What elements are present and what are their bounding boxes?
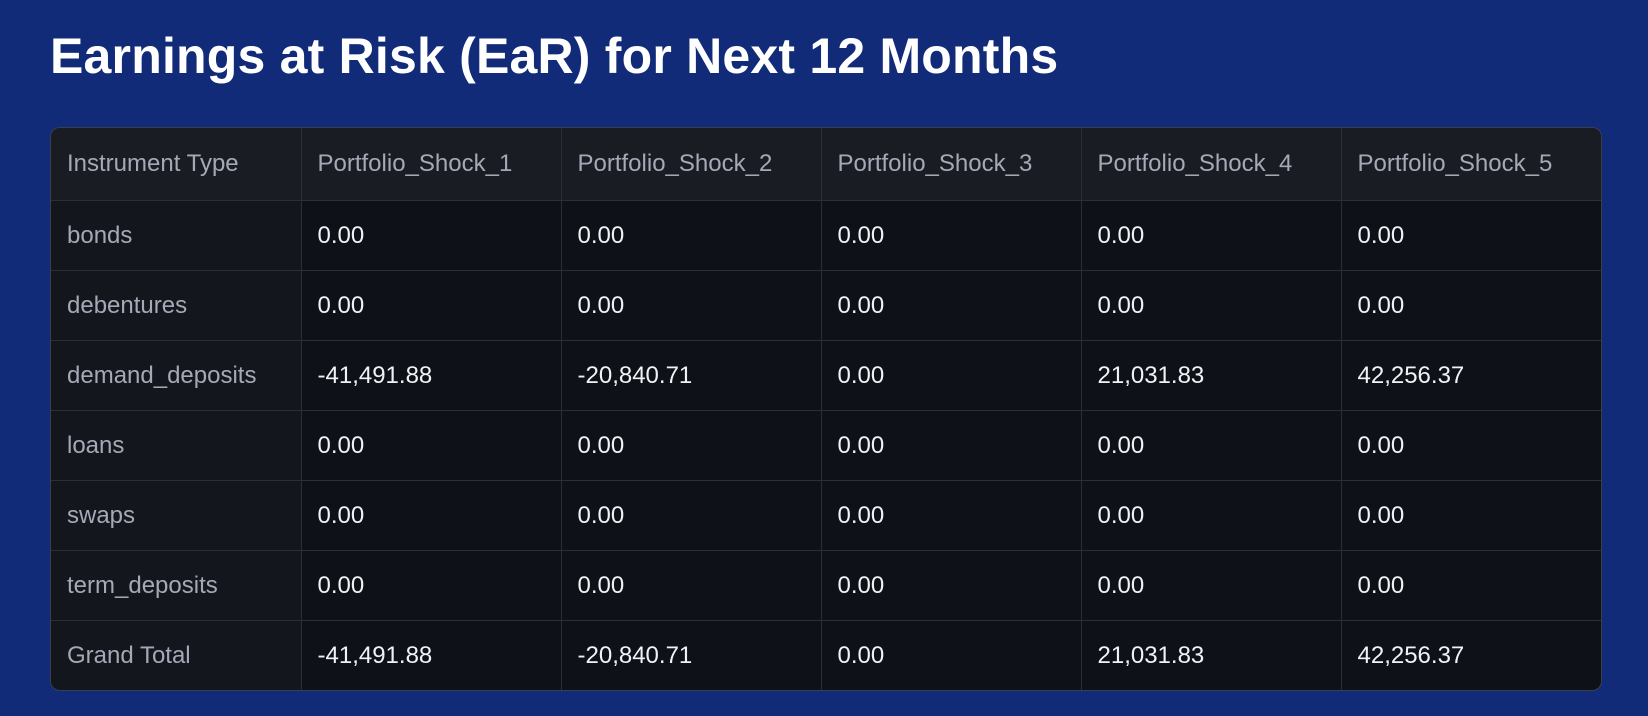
table-cell: 0.00 — [1341, 410, 1601, 481]
table-cell: 0.00 — [821, 410, 1082, 481]
table-cell: 0.00 — [1081, 410, 1342, 481]
table-cell: 0.00 — [1081, 270, 1342, 341]
table-row: swaps 0.00 0.00 0.00 0.00 0.00 — [51, 480, 1601, 551]
table-cell: -41,491.88 — [301, 620, 562, 690]
table-cell: 21,031.83 — [1081, 340, 1342, 411]
row-label: term_deposits — [51, 550, 302, 621]
table-cell: 42,256.37 — [1357, 641, 1465, 669]
table-cell: 0.00 — [301, 410, 562, 481]
table-cell: 0.00 — [1081, 200, 1342, 271]
table-cell: 0.00 — [301, 200, 562, 271]
table-cell: 0.00 — [821, 340, 1082, 411]
ear-table: Instrument Type Portfolio_Shock_1 Portfo… — [51, 128, 1601, 690]
table-cell: -41,491.88 — [301, 340, 562, 411]
row-label: demand_deposits — [51, 340, 302, 411]
table-cell: 0.00 — [561, 200, 822, 271]
grand-total-row: Grand Total -41,491.88 -20,840.71 0.00 2… — [51, 620, 1601, 690]
table-cell: 0.00 — [1341, 480, 1601, 551]
table-row: term_deposits 0.00 0.00 0.00 0.00 0.00 — [51, 550, 1601, 621]
table-cell: 42,256.37 — [1341, 340, 1601, 411]
row-label: Grand Total — [51, 620, 302, 690]
column-header-portfolio-shock-5[interactable]: Portfolio_Shock_5 — [1341, 128, 1601, 201]
table-cell: -20,840.71 — [561, 620, 822, 690]
table-cell: 0.00 — [301, 550, 562, 621]
column-header-portfolio-shock-2[interactable]: Portfolio_Shock_2 — [561, 128, 822, 201]
table-cell: 0.00 — [561, 270, 822, 341]
table-cell: 0.00 — [821, 200, 1082, 271]
table-cell: 0.00 — [821, 270, 1082, 341]
table-cell: -20,840.71 — [561, 340, 822, 411]
table-cell: 0.00 — [1341, 550, 1601, 621]
table-row: debentures 0.00 0.00 0.00 0.00 0.00 — [51, 270, 1601, 341]
page-title: Earnings at Risk (EaR) for Next 12 Month… — [50, 28, 1059, 84]
row-label: swaps — [51, 480, 302, 551]
table-cell: 0.00 — [561, 550, 822, 621]
column-header-portfolio-shock-3[interactable]: Portfolio_Shock_3 — [821, 128, 1082, 201]
table-cell: 0.00 — [1081, 550, 1342, 621]
column-header-portfolio-shock-4[interactable]: Portfolio_Shock_4 — [1081, 128, 1342, 201]
table-cell: 0.00 — [821, 480, 1082, 551]
row-label: debentures — [51, 270, 302, 341]
table-header-row: Instrument Type Portfolio_Shock_1 Portfo… — [51, 128, 1601, 201]
table-row: loans 0.00 0.00 0.00 0.00 0.00 — [51, 410, 1601, 481]
table-cell: 0.00 — [301, 270, 562, 341]
row-label: bonds — [51, 200, 302, 271]
column-header-instrument-type[interactable]: Instrument Type — [51, 128, 302, 201]
table-cell: 0.00 — [1341, 200, 1601, 271]
row-label: loans — [51, 410, 302, 481]
table-cell: 0.00 — [821, 620, 1082, 690]
table-row: demand_deposits -41,491.88 -20,840.71 0.… — [51, 340, 1601, 411]
table-cell: 0.00 — [561, 410, 822, 481]
ear-table-container[interactable]: Instrument Type Portfolio_Shock_1 Portfo… — [50, 127, 1602, 691]
table-cell: 0.00 — [561, 480, 822, 551]
table-cell: 0.00 — [821, 550, 1082, 621]
column-header-portfolio-shock-1[interactable]: Portfolio_Shock_1 — [301, 128, 562, 201]
table-row: bonds 0.00 0.00 0.00 0.00 0.00 — [51, 200, 1601, 271]
table-cell: 0.00 — [301, 480, 562, 551]
table-cell: 0.00 — [1081, 480, 1342, 551]
table-cell: 0.00 — [1341, 270, 1601, 341]
table-cell: 21,031.83 — [1081, 620, 1342, 690]
